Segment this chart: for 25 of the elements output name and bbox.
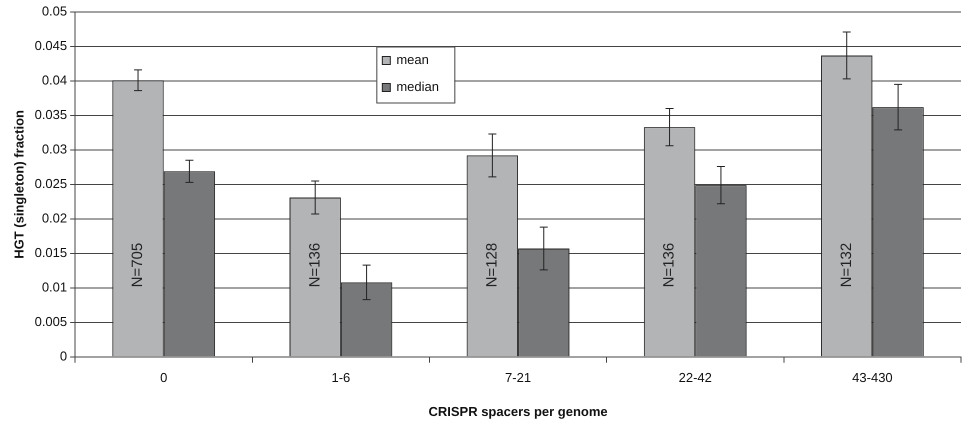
x-tick-label: 7-21 <box>505 370 532 386</box>
y-tick-label: 0.045 <box>34 38 68 54</box>
y-tick-label: 0.05 <box>42 4 68 19</box>
y-tick-label: 0.02 <box>42 210 68 226</box>
y-tick-label: 0.005 <box>34 314 68 329</box>
y-tick-label: 0.03 <box>42 142 68 156</box>
annotation: N=136 <box>306 242 324 288</box>
legend-label: median <box>396 79 439 94</box>
y-tick-label: 0.015 <box>34 244 68 260</box>
y-tick-label: 0.035 <box>34 107 68 122</box>
x-tick-label: 22-42 <box>678 370 712 386</box>
annotation: N=132 <box>838 242 855 288</box>
legend-label: mean <box>396 52 429 68</box>
y-tick-label: 0.01 <box>42 279 68 294</box>
annotation: N=705 <box>129 242 146 288</box>
annotation: N=136 <box>660 242 678 288</box>
y-tick-label: 0.04 <box>42 72 68 88</box>
x-axis-title: CRISPR spacers per genome <box>428 404 608 419</box>
x-tick-label: 0 <box>160 370 168 386</box>
x-tick-label: 43-430 <box>852 370 893 386</box>
y-tick-label: 0 <box>60 348 68 364</box>
x-tick-label: 1-6 <box>331 370 350 386</box>
y-axis-title: HGT (singleton) fraction <box>11 110 26 259</box>
y-tick-label: 0.025 <box>34 176 68 191</box>
annotation: N=128 <box>484 242 501 288</box>
